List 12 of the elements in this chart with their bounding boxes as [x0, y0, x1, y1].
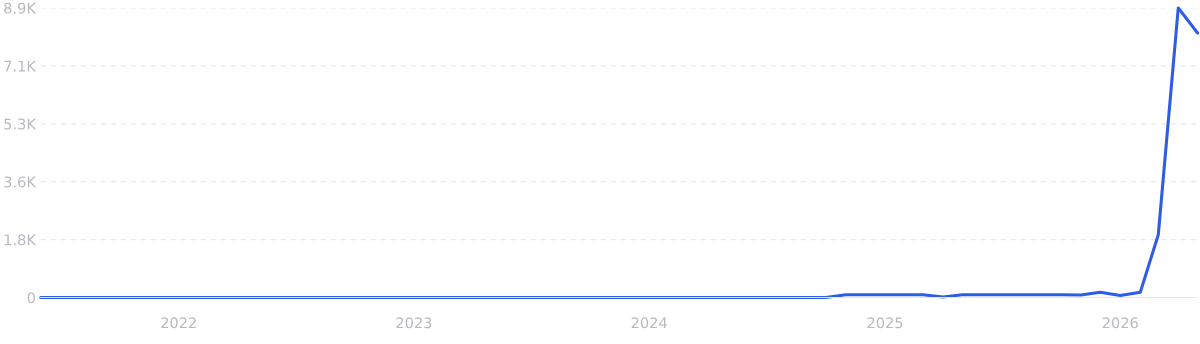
- y-tick-label: 0: [27, 292, 35, 304]
- x-tick-label: 2026: [1102, 317, 1138, 329]
- x-tick-label: 2022: [161, 317, 196, 329]
- x-tick-label: 2024: [631, 317, 667, 329]
- y-tick-label: 7.1K: [4, 60, 37, 72]
- y-tick-label: 5.3K: [4, 118, 37, 130]
- x-tick-label: 2025: [867, 317, 903, 329]
- y-tick-label: 8.9K: [4, 2, 37, 14]
- x-tick-label: 2023: [396, 317, 432, 329]
- y-tick-label: 1.8K: [4, 234, 37, 246]
- line-series: [39, 6, 1200, 300]
- y-tick-label: 3.6K: [4, 176, 37, 188]
